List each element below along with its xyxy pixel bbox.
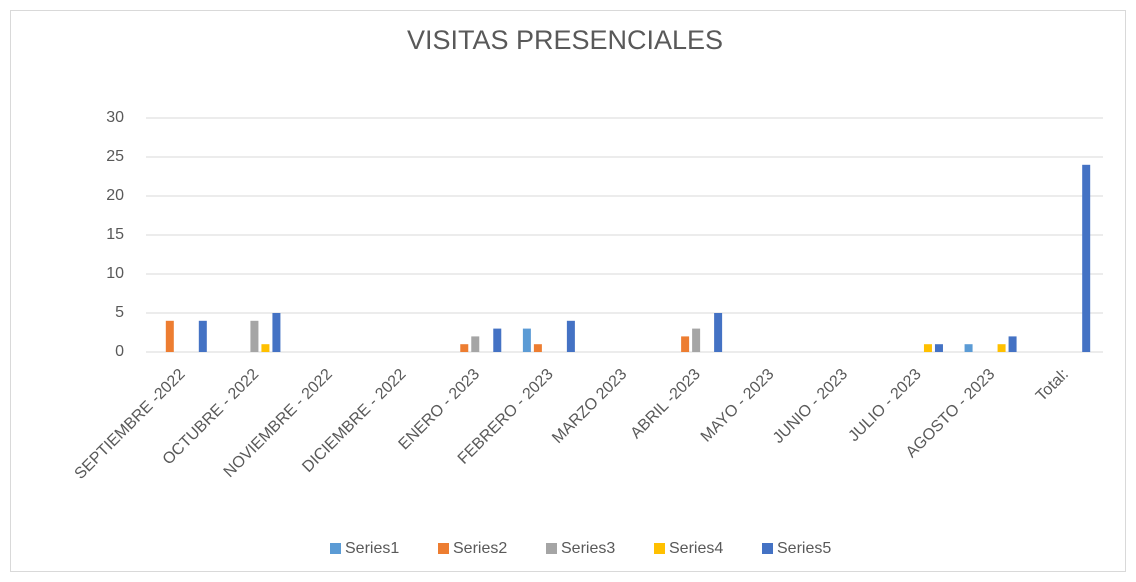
- bar: [566, 320, 575, 352]
- y-tick-label: 25: [106, 148, 124, 165]
- bar: [964, 344, 973, 352]
- bar: [923, 344, 932, 352]
- y-tick-label: 10: [106, 265, 124, 282]
- bar: [997, 344, 1006, 352]
- bar: [165, 320, 174, 352]
- bar: [681, 336, 690, 352]
- legend-label: Series3: [561, 540, 615, 557]
- bar: [1008, 336, 1017, 352]
- legend-label: Series1: [345, 540, 399, 557]
- bar: [522, 328, 531, 352]
- legend-swatch: [762, 543, 773, 554]
- bar: [460, 344, 469, 352]
- chart-border: [10, 10, 1126, 572]
- chart-title: VISITAS PRESENCIALES: [407, 25, 723, 55]
- bar: [533, 344, 542, 352]
- legend-label: Series5: [777, 540, 831, 557]
- bar: [493, 328, 502, 352]
- legend-label: Series2: [453, 540, 507, 557]
- bar: [692, 328, 701, 352]
- y-tick-label: 0: [115, 343, 124, 360]
- y-tick-label: 5: [115, 304, 124, 321]
- y-tick-label: 20: [106, 187, 124, 204]
- y-tick-label: 15: [106, 226, 124, 243]
- legend-swatch: [438, 543, 449, 554]
- legend-swatch: [330, 543, 341, 554]
- y-tick-label: 30: [106, 109, 124, 126]
- bar: [934, 344, 943, 352]
- bar: [1082, 164, 1091, 352]
- bar: [714, 313, 723, 352]
- legend-swatch: [654, 543, 665, 554]
- legend-label: Series4: [669, 540, 723, 557]
- legend-swatch: [546, 543, 557, 554]
- bar: [272, 313, 281, 352]
- bar: [198, 320, 207, 352]
- bar: [261, 344, 270, 352]
- bar: [471, 336, 480, 352]
- bar: [250, 320, 259, 352]
